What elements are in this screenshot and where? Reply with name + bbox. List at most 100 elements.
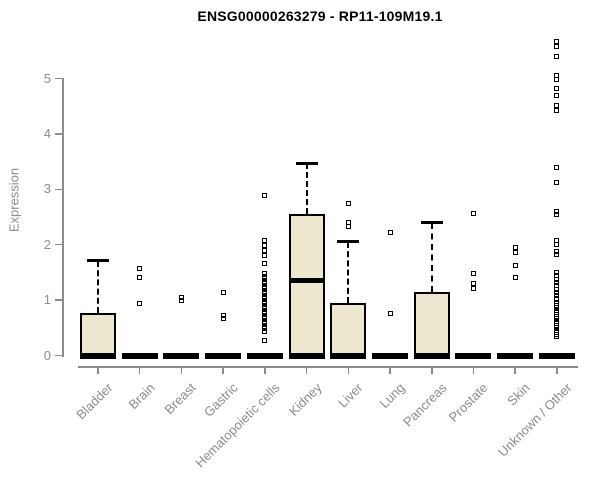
x-tick	[97, 366, 99, 374]
outlier-point	[387, 310, 393, 316]
x-tick-label-breast: Breast	[161, 380, 200, 418]
zero-bar-unknown-other	[538, 352, 575, 359]
outlier-point	[554, 295, 560, 301]
outlier-point	[262, 275, 268, 281]
outlier-point	[262, 261, 268, 267]
x-axis-line	[78, 366, 578, 368]
x-tick-label-kidney: Kidney	[285, 380, 325, 419]
y-tick	[55, 133, 62, 135]
zero-bar-brain	[121, 352, 158, 359]
zero-bar-breast	[163, 352, 200, 359]
x-tick	[222, 366, 224, 374]
x-tick	[389, 366, 391, 374]
outlier-point	[220, 315, 226, 321]
outlier-point	[262, 338, 268, 344]
whisker-line	[430, 222, 433, 293]
whisker-cap	[295, 161, 318, 165]
x-tick	[138, 366, 141, 374]
outlier-point	[262, 237, 268, 243]
box-kidney	[288, 213, 325, 356]
zero-bar-bladder	[80, 352, 116, 359]
outlier-point	[262, 280, 268, 286]
x-tick-label-bladder: Bladder	[73, 380, 116, 423]
outlier-point	[554, 53, 560, 59]
whisker-cap	[337, 240, 360, 244]
outlier-point	[554, 334, 560, 340]
outlier-point	[554, 252, 560, 258]
outlier-point	[470, 285, 476, 291]
x-tick	[264, 366, 266, 374]
outlier-point	[262, 271, 268, 276]
x-tick	[305, 366, 308, 374]
x-tick-label-lung: Lung	[376, 380, 408, 412]
x-tick	[472, 366, 475, 374]
outlier-point	[262, 252, 268, 258]
x-tick-label-pancreas: Pancreas	[399, 380, 450, 430]
outlier-point	[554, 248, 560, 254]
outlier-point	[554, 279, 560, 285]
outlier-point	[262, 325, 268, 331]
outlier-point	[554, 38, 560, 44]
outlier-point	[554, 107, 560, 113]
zero-bar-kidney	[288, 352, 325, 359]
outlier-point	[262, 305, 268, 311]
x-tick	[180, 366, 183, 374]
x-tick	[431, 366, 433, 374]
y-tick-label: 4	[43, 125, 51, 141]
zero-bar-gastric	[205, 352, 242, 359]
y-tick-label: 5	[43, 70, 51, 86]
outlier-point	[262, 247, 268, 253]
outlier-point	[512, 249, 518, 255]
y-tick	[55, 243, 62, 246]
outlier-point	[178, 298, 184, 304]
outlier-point	[178, 295, 184, 301]
y-tick-label: 2	[43, 236, 51, 252]
outlier-point	[554, 43, 560, 49]
outlier-point	[554, 269, 560, 275]
zero-bar-liver	[330, 352, 367, 359]
outlier-point	[554, 165, 560, 171]
y-tick-label: 1	[43, 292, 51, 308]
outlier-point	[554, 212, 560, 218]
outlier-point	[470, 280, 476, 286]
box-pancreas	[413, 292, 450, 356]
outlier-point	[554, 180, 560, 186]
whisker-cap	[420, 221, 443, 225]
y-tick-label: 0	[43, 347, 51, 363]
outlier-point	[470, 211, 476, 217]
zero-bar-lung	[372, 352, 409, 359]
outlier-point	[554, 293, 560, 299]
whisker-cap	[87, 259, 109, 263]
zero-bar-pancreas	[413, 352, 450, 359]
outlier-point	[262, 300, 268, 306]
outlier-point	[554, 85, 560, 91]
outlier-point	[554, 93, 560, 99]
y-tick-label: 3	[43, 181, 51, 197]
outlier-point	[470, 271, 476, 276]
outlier-point	[554, 286, 560, 292]
x-tick-label-unknown-other: Unknown / Other	[494, 380, 575, 460]
y-tick	[55, 354, 62, 357]
outlier-point	[262, 242, 268, 248]
outlier-point	[345, 224, 351, 230]
outlier-point	[262, 310, 268, 316]
outlier-point	[512, 244, 518, 250]
box-bladder	[80, 313, 116, 356]
x-tick-label-liver: Liver	[335, 380, 366, 411]
outlier-point	[554, 273, 560, 279]
outlier-point	[512, 274, 518, 280]
outlier-point	[512, 263, 518, 269]
whisker-line	[97, 260, 99, 314]
y-axis-label: Expression	[6, 167, 22, 233]
y-tick	[55, 299, 62, 301]
zero-bar-hematopoietic-cells	[246, 352, 283, 359]
outlier-point	[554, 289, 560, 295]
whisker-line	[347, 241, 350, 304]
x-tick-label-gastric: Gastric	[201, 380, 241, 420]
x-tick	[347, 366, 350, 374]
y-axis-line	[62, 77, 64, 357]
outlier-point	[220, 313, 226, 319]
x-tick-label-brain: Brain	[125, 380, 158, 413]
x-tick	[556, 366, 558, 374]
